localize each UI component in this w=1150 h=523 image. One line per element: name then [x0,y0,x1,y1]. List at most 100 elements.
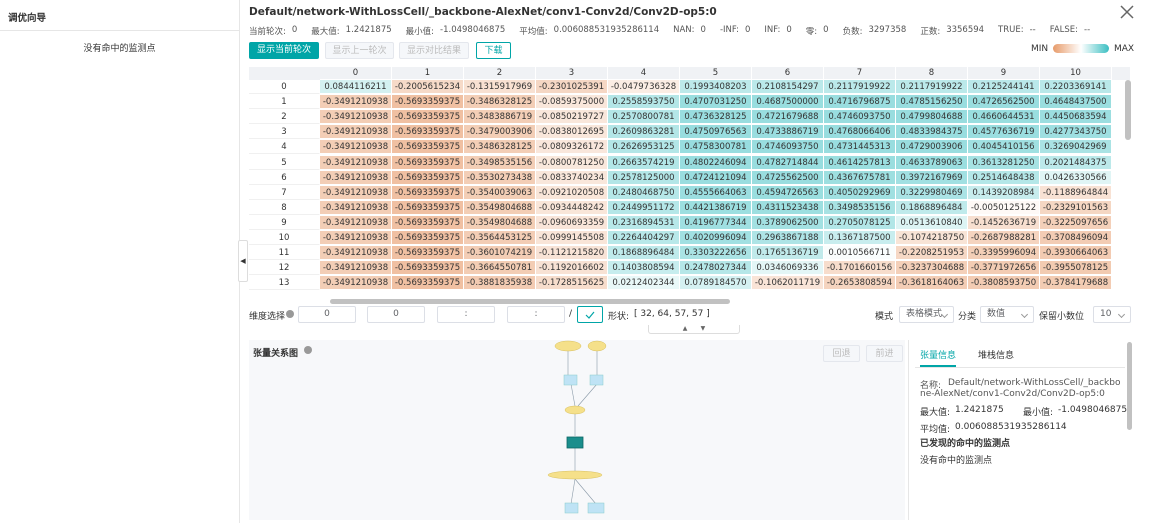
graph-node[interactable] [564,502,579,514]
table-cell: -0.5693359375 [392,231,464,245]
stat-label: 最小值: [405,27,435,37]
table-cell: -0.5693359375 [392,125,464,140]
table-cell: 0.4782714844 [752,155,824,170]
forward-button[interactable]: 前进 [866,345,903,362]
table-cell: -0.1062011719 [752,276,824,291]
graph-node[interactable] [589,374,604,386]
table-cell: 0.1367187500 [824,231,896,245]
table-cell: -0.1728515625 [536,276,608,291]
table-cell: 0.1765136719 [752,246,824,261]
table-cell: 0.4594726563 [752,185,824,200]
table-cell: 0.4725562500 [752,170,824,185]
stat-item: 正数: 3356594 [920,25,984,37]
table-cell: -0.1452636719 [968,215,1040,230]
row-index: 1 [249,95,320,110]
table-cell: 0.4768066406 [824,125,896,140]
table-cell: 0.0513610840 [896,215,968,230]
collapse-handle[interactable]: ◀ [238,240,248,282]
stat-value: -1.0498046875 [440,25,506,35]
table-cell: -0.5693359375 [392,200,464,215]
tensor-title: Default/network-WithLossCell/_backbone-A… [249,6,717,18]
table-cell: 0.4733886719 [752,125,824,140]
stat-item: 最大值: 1.2421875 [311,25,391,37]
back-button[interactable]: 回退 [823,345,860,362]
dimension-input[interactable]: : [507,306,565,323]
table-cell: 0.0346069336 [752,261,824,276]
graph-node[interactable] [587,340,607,352]
table-cell: 0.1868896484 [608,246,680,261]
table-cell: 0.2578125000 [608,170,680,185]
row-index: 5 [249,155,320,170]
hits-message: 没有命中的监测点 [920,456,993,466]
stat-value: 0 [823,25,829,35]
decimals-label: 保留小数位 [1039,312,1085,322]
graph-node[interactable] [563,374,578,386]
table-cell: -0.3225097656 [1040,215,1112,230]
table-cell: -0.3498535156 [464,155,536,170]
stat-value: 0 [291,25,298,35]
column-header: 3 [536,67,608,80]
show-compare-button[interactable]: 显示对比结果 [399,42,469,59]
graph-node[interactable] [547,470,603,480]
table-cell: -0.1701660156 [824,261,896,276]
table-cell: -0.2687988281 [968,231,1040,245]
stat-value: 3297358 [868,25,907,35]
table-cell: -0.5693359375 [392,185,464,200]
table-hscroll[interactable] [330,299,730,304]
graph-node[interactable] [564,405,586,415]
table-cell: 0.4726562500 [968,95,1040,110]
table-cell: -0.0809326172 [536,140,608,155]
dimension-input[interactable]: : [437,306,495,323]
table-cell: -0.3930664063 [1040,246,1112,261]
show-current-button[interactable]: 显示当前轮次 [249,42,319,59]
show-previous-button[interactable]: 显示上一轮次 [325,42,394,59]
row-index: 3 [249,125,320,140]
name-label: 名称: [920,381,942,391]
column-header: 5 [680,67,752,80]
graph-node-selected[interactable] [566,436,584,449]
column-header: 9 [968,67,1040,80]
download-button[interactable]: 下载 [476,42,511,59]
table-cell: -0.0800781250 [536,155,608,170]
stat-label: INF: [764,25,781,35]
table-cell: 0.4277343750 [1040,125,1112,140]
legend-min: MIN [1031,44,1049,54]
graph-node[interactable] [587,502,605,514]
table-cell: 0.4746093750 [752,140,824,155]
graph-node[interactable] [554,340,582,352]
shape-value: [ 32, 64, 57, 57 ] [634,309,710,319]
stat-item: NAN: 0 [673,25,706,37]
mode-label: 模式 [875,312,894,322]
stat-label: 零: [805,27,818,37]
column-header: 10 [1040,67,1112,80]
apply-button[interactable] [577,306,603,323]
close-button[interactable] [1120,5,1134,19]
info-tab[interactable]: 堆栈信息 [978,351,1015,361]
category-select[interactable]: 数值 [980,306,1034,323]
table-cell: 0.3229980469 [896,185,968,200]
info-tab-active[interactable]: 张量信息 [920,351,957,361]
table-vscroll[interactable] [1125,80,1131,140]
stat-value: 0.006088531935286114 [553,25,660,35]
mean-label: 平均值: [920,425,951,435]
mode-select[interactable]: 表格模式 [899,306,954,323]
table-cell: 0.3498535156 [824,200,896,215]
column-header: 1 [392,67,464,80]
info-scrollbar[interactable] [1127,342,1132,430]
dimension-input[interactable]: 0 [298,306,356,323]
stat-label: 平均值: [519,27,548,37]
split-handle[interactable]: ▲ ▼ [648,325,740,334]
table-cell: 0.2480468750 [608,185,680,200]
stat-value: -- [1084,25,1091,35]
table-cell: -0.5693359375 [392,246,464,261]
table-cell: -0.3664550781 [464,261,536,276]
stat-label: NAN: [673,25,695,35]
table-cell: 0.1868896484 [896,200,968,215]
table-cell: -0.3549804688 [464,215,536,230]
table-cell: 0.4050292969 [824,185,896,200]
stat-label: 正数: [920,27,941,37]
shape-label: 形状: [608,312,630,322]
decimals-select[interactable]: 10 [1093,306,1131,323]
dimension-input[interactable]: 0 [367,306,425,323]
